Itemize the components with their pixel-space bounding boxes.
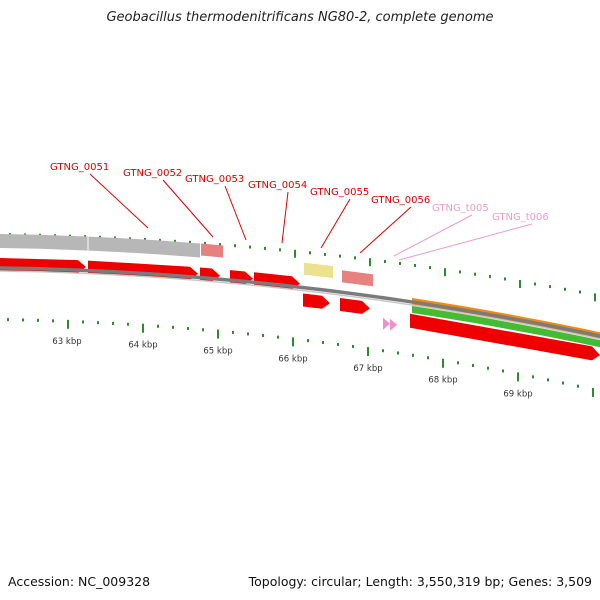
- backbone-shadow: [0, 270, 600, 340]
- gene-block-gray[interactable]: [0, 234, 200, 258]
- scale-label: 69 kbp: [503, 389, 532, 399]
- callout-line: [393, 214, 473, 257]
- rrna-band-green[interactable]: [412, 306, 600, 348]
- gene-block-yellow[interactable]: [304, 262, 333, 279]
- scale-label: 68 kbp: [428, 376, 457, 386]
- genome-summary-label: Topology: circular; Length: 3,550,319 bp…: [248, 574, 592, 589]
- feature-label[interactable]: GTNG_0053: [185, 174, 244, 185]
- gene-arrow[interactable]: [340, 298, 370, 314]
- callout-line: [359, 206, 412, 254]
- scale-label: 66 kbp: [278, 354, 307, 364]
- callout-line: [89, 173, 149, 229]
- callout-line: [162, 179, 214, 238]
- scale-label: 63 kbp: [52, 337, 81, 347]
- feature-label[interactable]: GTNG_0055: [310, 187, 369, 198]
- callout-line: [398, 223, 533, 261]
- backbone-line: [0, 266, 600, 338]
- trna-arrow[interactable]: [390, 318, 397, 331]
- feature-label[interactable]: GTNG_t005: [432, 203, 489, 214]
- page-title: Geobacillus thermodenitrificans NG80-2, …: [106, 10, 494, 25]
- scale-tick-track: [7, 318, 594, 397]
- feature-label[interactable]: GTNG_t006: [492, 212, 549, 223]
- trna-arrow[interactable]: [383, 317, 390, 330]
- feature-label[interactable]: GTNG_0056: [371, 195, 430, 206]
- accession-label: Accession: NC_009328: [8, 574, 151, 589]
- scale-label: 64 kbp: [128, 341, 157, 351]
- callout-line: [224, 185, 247, 241]
- scale-label: 67 kbp: [353, 364, 382, 374]
- callout-line: [320, 198, 351, 249]
- scale-label: 65 kbp: [203, 347, 232, 357]
- gene-block-pink[interactable]: [342, 270, 373, 287]
- feature-label[interactable]: GTNG_0051: [50, 162, 109, 173]
- backbone-track: [0, 266, 600, 340]
- gene-arrow[interactable]: [410, 313, 600, 361]
- callout-line: [281, 191, 289, 244]
- gene-arrow[interactable]: [303, 293, 330, 309]
- feature-label[interactable]: GTNG_0054: [248, 180, 307, 191]
- feature-label[interactable]: GTNG_0052: [123, 168, 182, 179]
- feature-track: [0, 234, 600, 361]
- feature-callouts: GTNG_0051GTNG_0052GTNG_0053GTNG_0054GTNG…: [50, 162, 549, 261]
- gene-block-pink[interactable]: [201, 243, 223, 258]
- scale-labels: 63 kbp 64 kbp 65 kbp 66 kbp 67 kbp 68 kbp 69 k…: [52, 337, 532, 400]
